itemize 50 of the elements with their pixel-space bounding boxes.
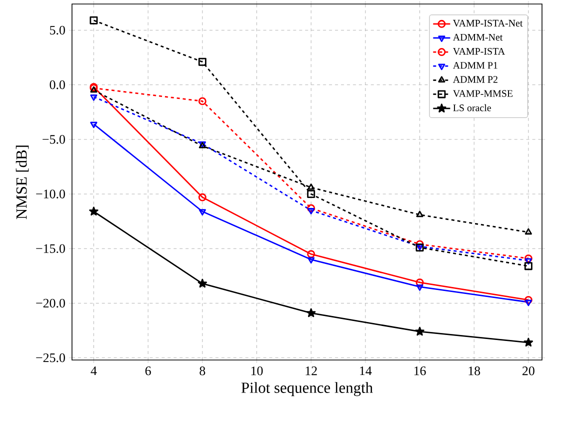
point [308, 208, 315, 214]
y-axis-title: NMSE [dB] [16, 146, 29, 220]
y-tick-label: −25.0 [36, 353, 65, 362]
y-tick-label: −10.0 [36, 190, 65, 198]
x-tick-label: 12 [306, 366, 317, 376]
x-tick-label: 8 [200, 366, 206, 376]
x-tick-label: 18 [468, 366, 480, 376]
point [524, 262, 532, 270]
point [416, 284, 424, 291]
point [524, 228, 532, 235]
y-tick-label: 0.0 [50, 80, 65, 90]
point [90, 16, 98, 24]
point [416, 278, 424, 286]
y-tick-label: 5.0 [50, 26, 65, 35]
x-axis-title: Pilot sequence length [241, 382, 373, 396]
x-tick-label: 16 [414, 366, 426, 376]
x-tick-label: 6 [145, 366, 151, 376]
legend-label: ADMM P1 [452, 62, 498, 69]
y-tick-label: −20.0 [36, 298, 65, 308]
legend-label: VAMP-ISTA [452, 48, 505, 55]
legend-label: ADMM-Net [452, 34, 503, 41]
x-tick-label: 10 [251, 366, 263, 376]
point [198, 278, 208, 288]
legend-label: LS oracle [453, 104, 491, 112]
point [198, 97, 206, 106]
point [416, 240, 424, 248]
legend-label: VAMP-ISTA-Net [452, 20, 523, 27]
point [308, 257, 315, 264]
point [198, 193, 206, 202]
point [415, 326, 424, 336]
point [306, 308, 316, 318]
legend-label: ADMM P2 [452, 76, 498, 83]
point [524, 254, 532, 262]
point [416, 210, 424, 218]
y-tick-label: −15.0 [36, 244, 65, 254]
point [198, 58, 206, 66]
point [90, 94, 98, 101]
x-tick-label: 4 [90, 366, 97, 376]
x-tick-label: 14 [360, 366, 372, 376]
point [307, 250, 316, 258]
point [524, 258, 532, 265]
point [89, 206, 98, 216]
x-tick-label: 20 [522, 366, 534, 376]
point [198, 209, 206, 216]
point [524, 338, 534, 347]
legend-label: VAMP-MMSE [452, 90, 513, 97]
point [307, 204, 316, 212]
y-tick-label: −5.0 [42, 135, 65, 144]
point [307, 190, 316, 198]
point [308, 183, 315, 190]
